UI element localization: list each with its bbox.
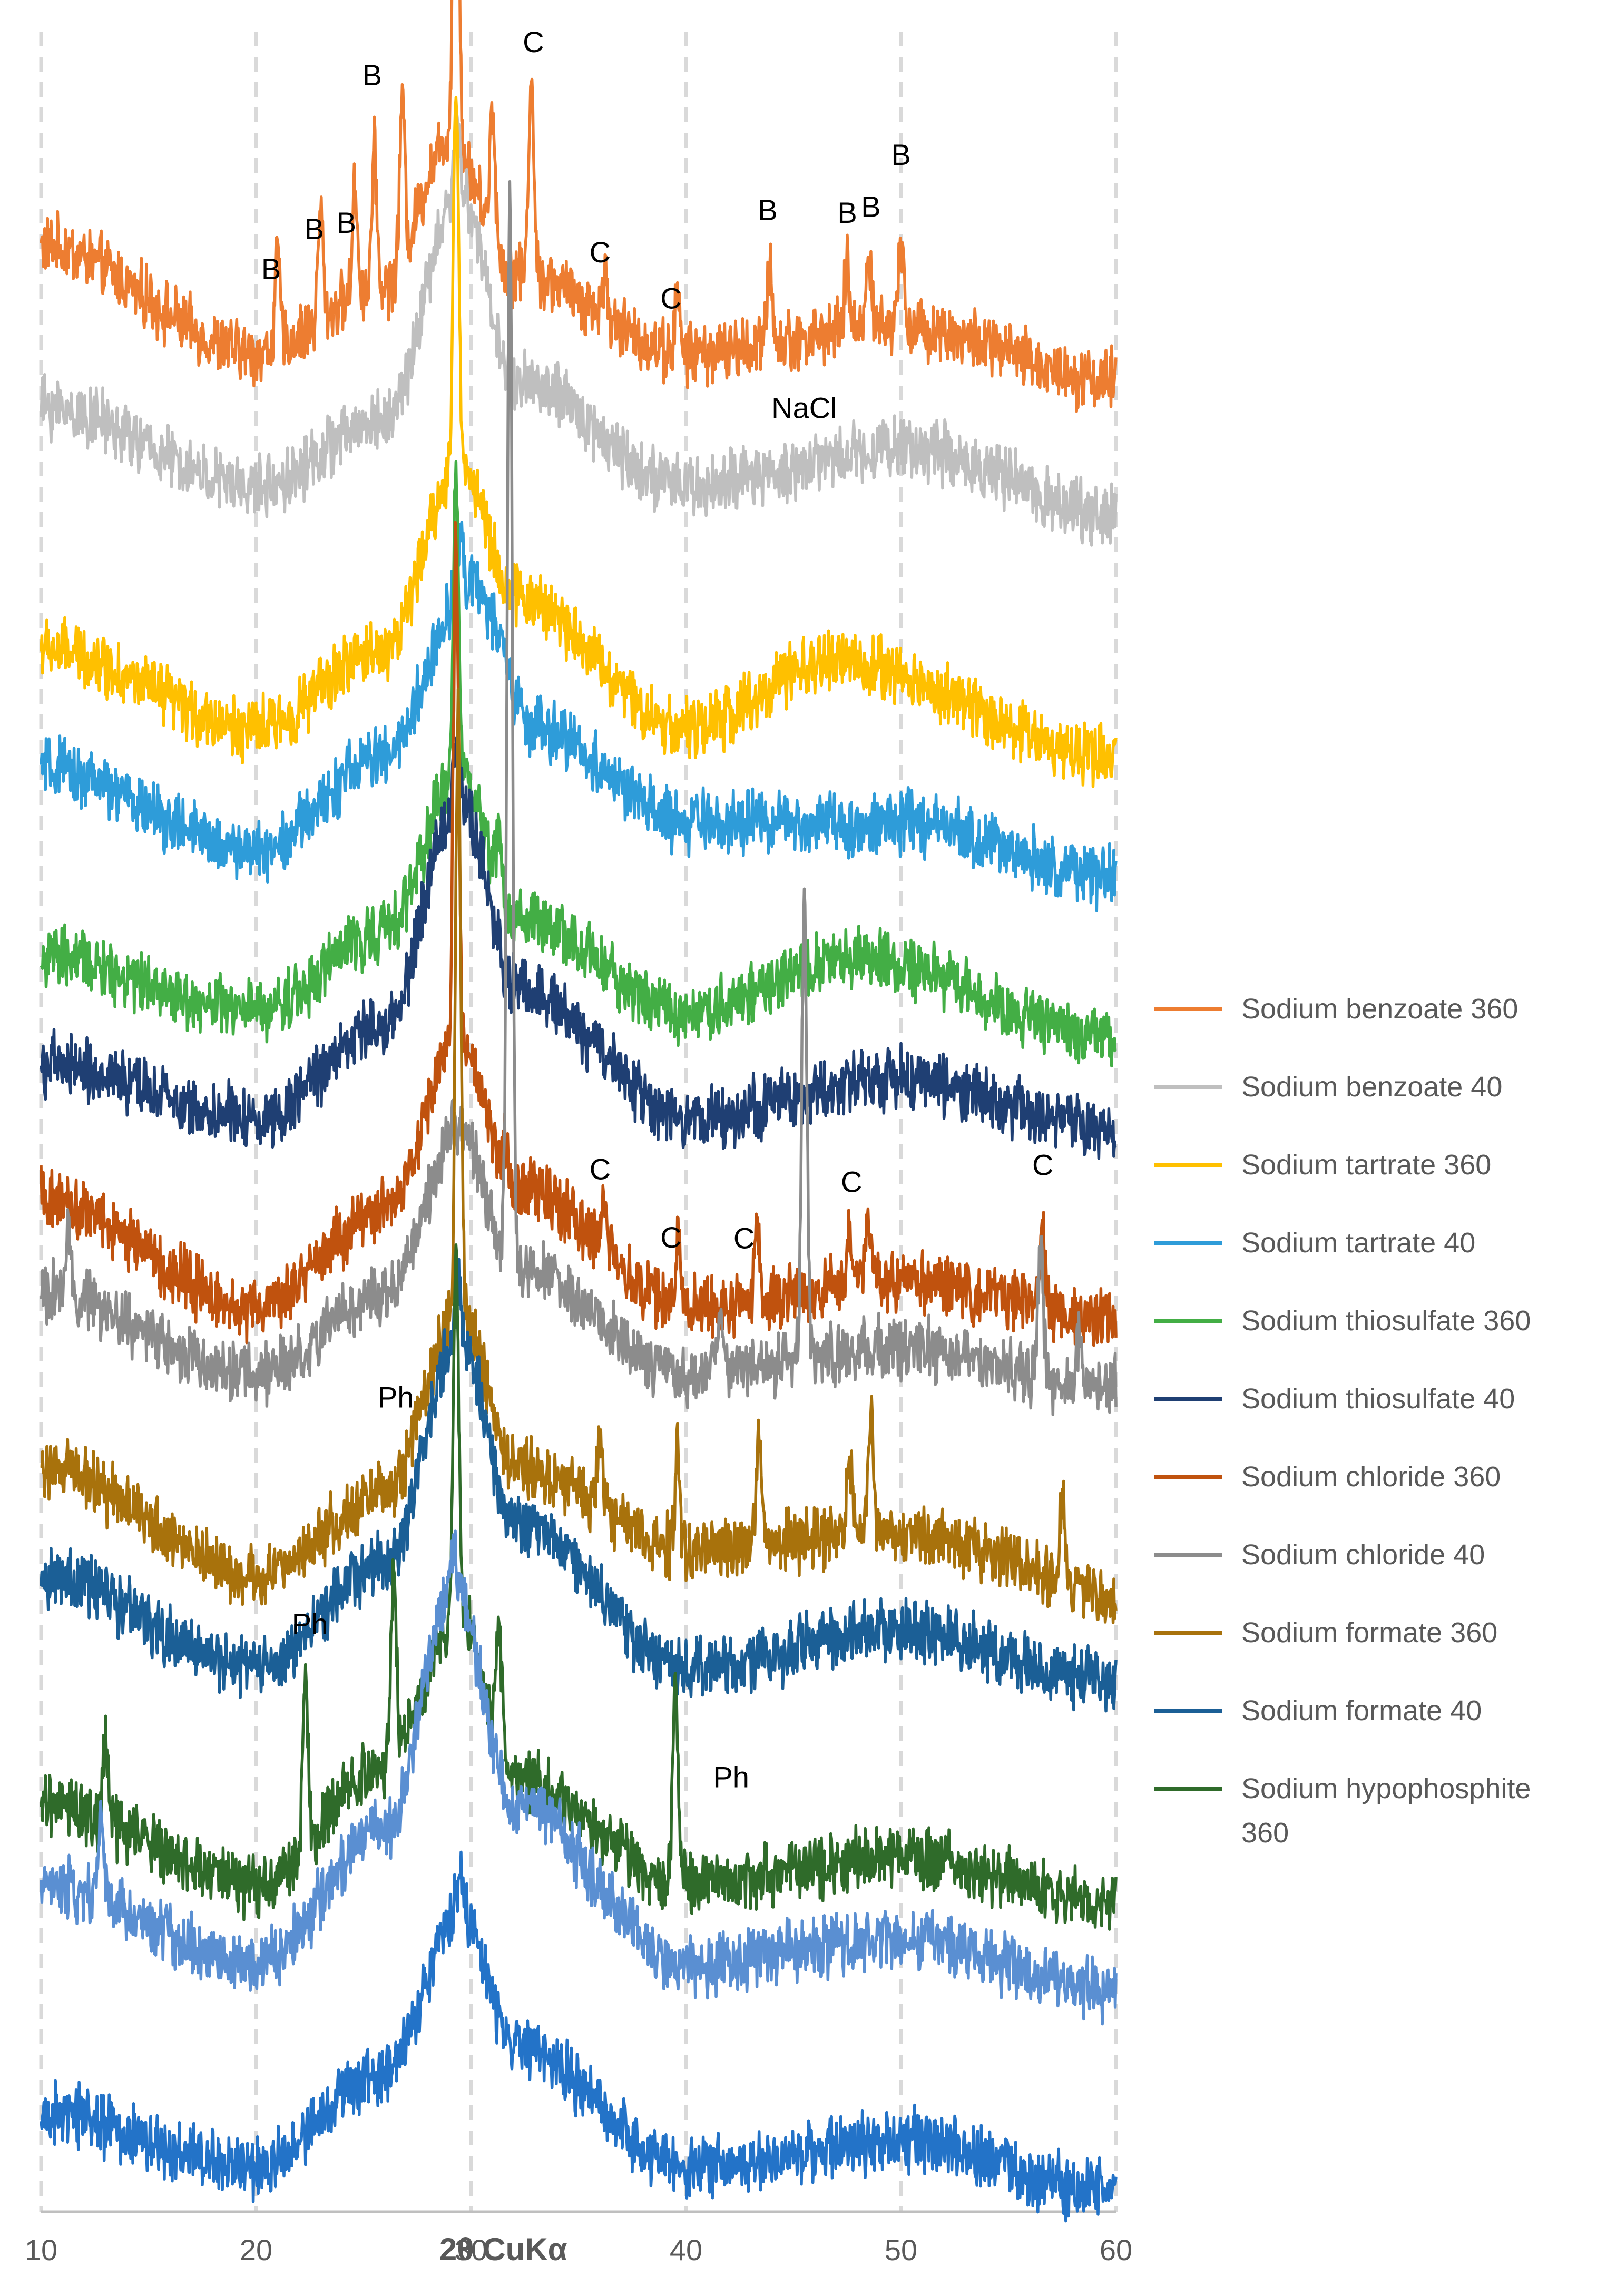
- legend-label-2: Sodium tartrate 360: [1241, 1149, 1491, 1181]
- annotation-18: C: [1032, 1148, 1053, 1181]
- series-line-3: [40, 521, 1118, 912]
- x-tick-label-60: 60: [1100, 2233, 1132, 2266]
- series-line-2: [40, 96, 1118, 788]
- series-lines: [40, 0, 1118, 2223]
- x-tick-label-30: 30: [455, 2233, 487, 2266]
- annotation-9: B: [758, 193, 777, 227]
- annotation-21: Ph: [713, 1761, 749, 1794]
- series-line-0: [40, 0, 1118, 413]
- x-tick-label-10: 10: [25, 2233, 57, 2266]
- series-line-11: [40, 1529, 1118, 2026]
- legend-label-5: Sodium thiosulfate 40: [1241, 1383, 1515, 1415]
- legend-label-1: Sodium benzoate 40: [1241, 1071, 1502, 1103]
- annotation-8: C: [660, 282, 681, 315]
- legend-label-7: Sodium chloride 40: [1241, 1539, 1485, 1571]
- series-line-1: [40, 102, 1118, 547]
- legend-label-0: Sodium benzoate 360: [1241, 993, 1518, 1025]
- annotation-7: C: [590, 236, 611, 269]
- annotation-17: C: [841, 1165, 862, 1198]
- annotation-14: C: [590, 1152, 611, 1185]
- legend-label-9: Sodium formate 40: [1241, 1695, 1482, 1726]
- series-line-4: [40, 460, 1117, 1068]
- series-line-6: [40, 521, 1118, 1347]
- annotation-15: C: [660, 1221, 681, 1254]
- annotation-2: B: [261, 252, 281, 286]
- legend-label-8: Sodium formate 360: [1241, 1617, 1497, 1649]
- series-line-12: [40, 1850, 1118, 2223]
- annotation-12: B: [891, 138, 910, 171]
- annotation-3: B: [304, 212, 324, 246]
- annotation-10: B: [837, 196, 857, 229]
- annotation-16: C: [733, 1221, 755, 1254]
- annotation-19: Ph: [292, 1607, 328, 1641]
- legend-label-6: Sodium chloride 360: [1241, 1461, 1501, 1493]
- series-line-5: [40, 735, 1117, 1160]
- annotation-11: B: [861, 190, 880, 223]
- legend: Sodium benzoate 360 Sodium benzoate 40 Sod…: [1154, 993, 1531, 1849]
- series-line-10: [40, 1243, 1118, 1931]
- series-line-7: [40, 180, 1118, 1416]
- legend-label-10: Sodium hypophosphite 360: [1241, 1773, 1531, 1849]
- x-tick-label-20: 20: [240, 2233, 272, 2266]
- series-line-9: [40, 1258, 1118, 1713]
- annotation-20: Ph: [378, 1381, 414, 1414]
- x-tick-label-50: 50: [885, 2233, 917, 2266]
- annotation-1: C: [523, 25, 544, 58]
- annotation-13: NaCl: [771, 391, 837, 425]
- annotation-5: B: [362, 58, 382, 92]
- legend-label-3: Sodium tartrate 40: [1241, 1227, 1475, 1259]
- annotation-4: B: [337, 206, 356, 239]
- x-tick-label-40: 40: [670, 2233, 702, 2266]
- peak-annotations: CSHCBBBBBCCBBBBNaClCCCCCPhPhPh: [261, 25, 1054, 1794]
- x-axis-title: 2θ CuKα: [439, 2232, 567, 2267]
- series-line-8: [40, 687, 1118, 1625]
- legend-label-4: Sodium thiosulfate 360: [1241, 1305, 1531, 1337]
- x-axis-tick-labels: 10 20 30 40 50 60: [25, 2233, 1132, 2266]
